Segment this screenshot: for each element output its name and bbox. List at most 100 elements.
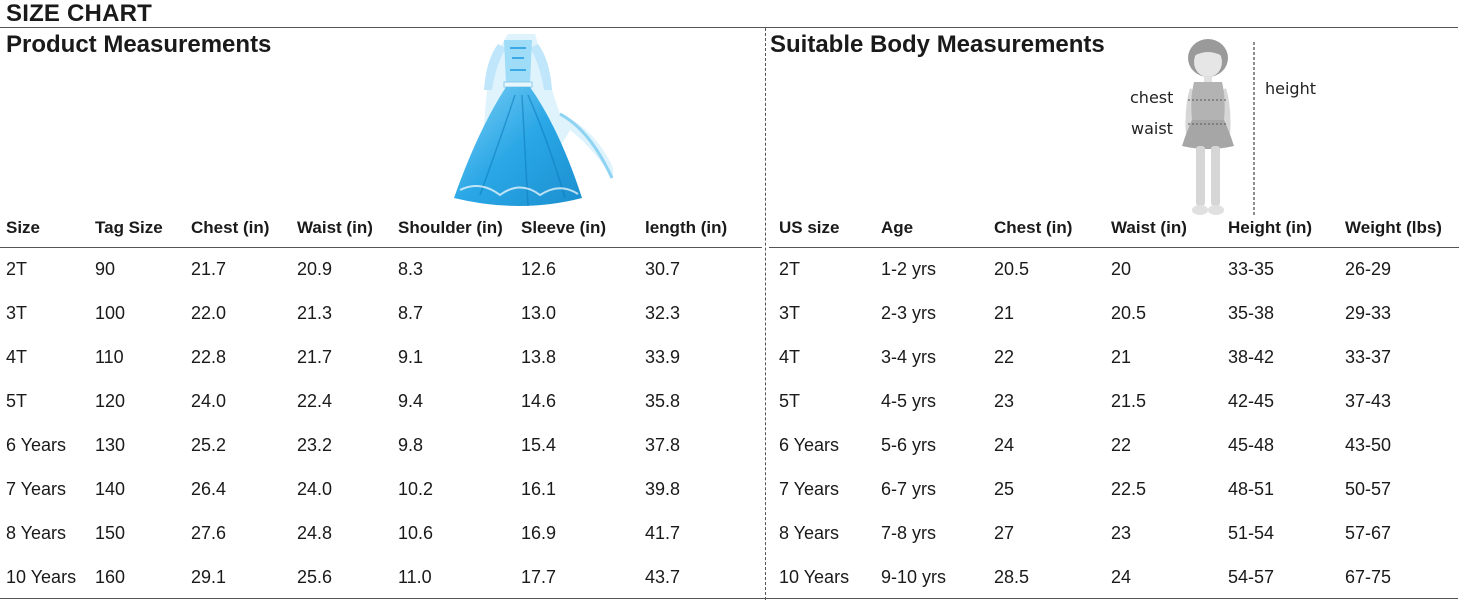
body-cell-chest: 28.5 — [994, 567, 1030, 587]
body-section-title: Suitable Body Measurements — [770, 31, 1105, 58]
product-cell-length: 30.7 — [645, 259, 681, 279]
body-cell-weight: 43-50 — [1345, 435, 1392, 455]
product-cell-length: 39.8 — [645, 479, 681, 499]
body-cell-us-size: 7 Years — [779, 479, 840, 499]
product-cell-sleeve: 12.6 — [521, 259, 557, 279]
title-divider — [0, 27, 1458, 28]
product-cell-sleeve: 17.7 — [521, 567, 557, 587]
product-col-chest: Chest (in) — [191, 218, 270, 237]
product-cell-tag-size: 150 — [95, 523, 126, 543]
body-cell-age: 7-8 yrs — [881, 523, 937, 543]
body-cell-chest: 24 — [994, 435, 1015, 455]
body-cell-waist: 21 — [1111, 347, 1132, 367]
product-cell-chest: 29.1 — [191, 567, 227, 587]
product-cell-size: 7 Years — [6, 479, 67, 499]
body-cell-chest: 25 — [994, 479, 1015, 499]
product-cell-size: 4T — [6, 347, 28, 367]
product-cell-length: 33.9 — [645, 347, 681, 367]
body-cell-height: 38-42 — [1228, 347, 1275, 367]
product-cell-shoulder: 9.1 — [398, 347, 424, 367]
child-figure-image — [1182, 39, 1255, 216]
product-cell-sleeve: 13.0 — [521, 303, 557, 323]
product-cell-size: 5T — [6, 391, 28, 411]
body-col-weight: Weight (lbs) — [1345, 218, 1442, 237]
product-cell-chest: 22.0 — [191, 303, 227, 323]
product-cell-shoulder: 9.4 — [398, 391, 424, 411]
product-cell-tag-size: 140 — [95, 479, 126, 499]
product-cell-size: 3T — [6, 303, 28, 323]
product-cell-sleeve: 14.6 — [521, 391, 557, 411]
page-title: SIZE CHART — [6, 0, 152, 27]
product-cell-length: 35.8 — [645, 391, 681, 411]
body-cell-us-size: 8 Years — [779, 523, 840, 543]
product-cell-shoulder: 9.8 — [398, 435, 424, 455]
product-cell-size: 2T — [6, 259, 28, 279]
product-cell-size: 6 Years — [6, 435, 67, 455]
product-cell-sleeve: 16.1 — [521, 479, 557, 499]
figure-label-waist: waist — [1131, 119, 1173, 138]
product-cell-chest: 21.7 — [191, 259, 227, 279]
body-cell-chest: 27 — [994, 523, 1015, 543]
body-cell-weight: 26-29 — [1345, 259, 1392, 279]
body-cell-us-size: 10 Years — [779, 567, 850, 587]
body-cell-age: 4-5 yrs — [881, 391, 937, 411]
product-col-tag-size: Tag Size — [95, 218, 163, 237]
product-col-length: length (in) — [645, 218, 728, 237]
product-cell-chest: 26.4 — [191, 479, 227, 499]
product-cell-chest: 25.2 — [191, 435, 227, 455]
body-col-age: Age — [881, 218, 914, 237]
product-cell-tag-size: 90 — [95, 259, 116, 279]
body-cell-chest: 22 — [994, 347, 1015, 367]
body-cell-age: 1-2 yrs — [881, 259, 937, 279]
product-cell-waist: 24.0 — [297, 479, 333, 499]
product-cell-tag-size: 100 — [95, 303, 126, 323]
product-cell-chest: 22.8 — [191, 347, 227, 367]
product-cell-tag-size: 130 — [95, 435, 126, 455]
product-cell-chest: 24.0 — [191, 391, 227, 411]
body-cell-weight: 57-67 — [1345, 523, 1392, 543]
product-cell-length: 43.7 — [645, 567, 681, 587]
product-section-title: Product Measurements — [6, 31, 272, 58]
product-cell-waist: 21.3 — [297, 303, 333, 323]
body-header-divider — [769, 247, 1459, 248]
body-cell-height: 45-48 — [1228, 435, 1275, 455]
product-header-divider — [0, 247, 762, 248]
product-cell-tag-size: 160 — [95, 567, 126, 587]
body-cell-age: 9-10 yrs — [881, 567, 947, 587]
product-cell-sleeve: 16.9 — [521, 523, 557, 543]
product-cell-waist: 24.8 — [297, 523, 333, 543]
product-cell-waist: 20.9 — [297, 259, 333, 279]
body-col-height: Height (in) — [1228, 218, 1313, 237]
body-cell-age: 6-7 yrs — [881, 479, 937, 499]
figure-label-height: height — [1265, 79, 1316, 98]
body-cell-age: 3-4 yrs — [881, 347, 937, 367]
product-cell-shoulder: 8.3 — [398, 259, 424, 279]
product-cell-shoulder: 11.0 — [398, 567, 432, 587]
body-cell-waist: 21.5 — [1111, 391, 1147, 411]
product-col-waist: Waist (in) — [297, 218, 373, 237]
product-cell-size: 8 Years — [6, 523, 67, 543]
body-cell-waist: 24 — [1111, 567, 1132, 587]
product-col-size: Size — [6, 218, 41, 237]
body-cell-chest: 20.5 — [994, 259, 1030, 279]
product-cell-shoulder: 8.7 — [398, 303, 424, 323]
body-cell-us-size: 3T — [779, 303, 801, 323]
body-cell-height: 51-54 — [1228, 523, 1275, 543]
body-cell-us-size: 2T — [779, 259, 801, 279]
product-cell-sleeve: 15.4 — [521, 435, 557, 455]
body-cell-us-size: 4T — [779, 347, 801, 367]
product-cell-length: 32.3 — [645, 303, 681, 323]
body-cell-height: 54-57 — [1228, 567, 1275, 587]
product-cell-waist: 23.2 — [297, 435, 333, 455]
body-col-waist: Waist (in) — [1111, 218, 1187, 237]
body-cell-waist: 22.5 — [1111, 479, 1147, 499]
product-cell-waist: 22.4 — [297, 391, 333, 411]
body-cell-chest: 23 — [994, 391, 1015, 411]
body-cell-height: 42-45 — [1228, 391, 1275, 411]
dress-image — [454, 34, 614, 207]
figure-label-chest: chest — [1130, 88, 1174, 107]
body-cell-height: 33-35 — [1228, 259, 1275, 279]
body-cell-us-size: 6 Years — [779, 435, 840, 455]
product-cell-sleeve: 13.8 — [521, 347, 557, 367]
body-cell-waist: 23 — [1111, 523, 1132, 543]
